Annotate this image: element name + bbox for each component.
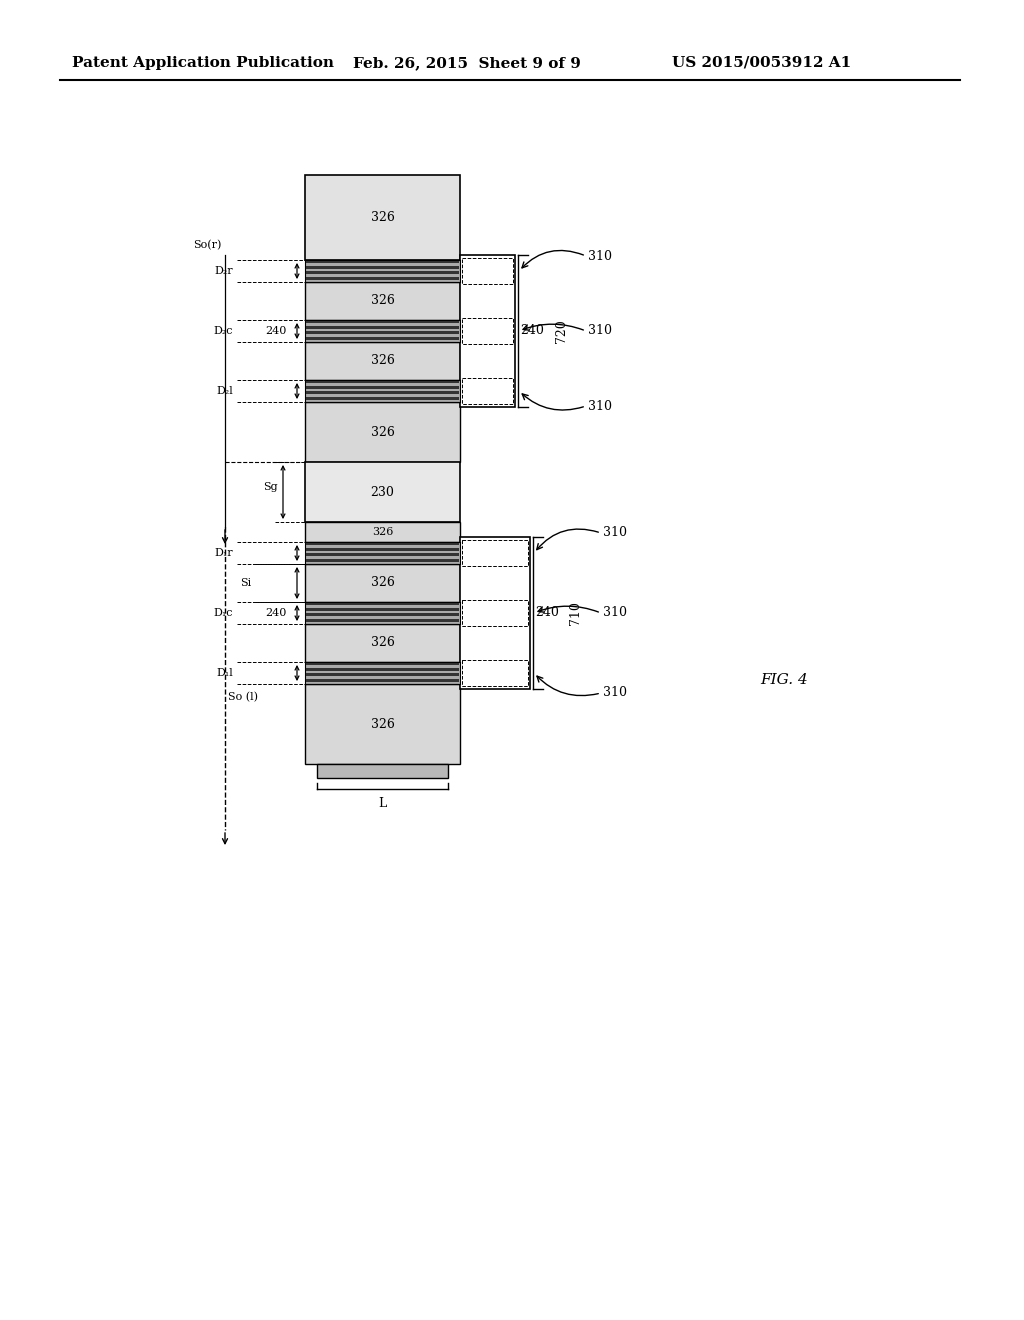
Bar	[306, 548, 459, 550]
Bar	[305, 684, 460, 764]
Text: So(r): So(r)	[194, 240, 222, 251]
Bar	[305, 282, 460, 319]
Bar	[462, 318, 513, 345]
Bar	[460, 537, 530, 689]
Text: D₁c: D₁c	[213, 609, 233, 618]
Text: D₂c: D₂c	[213, 326, 233, 337]
Bar	[305, 342, 460, 380]
Text: 326: 326	[371, 636, 394, 649]
Text: 310: 310	[603, 527, 627, 540]
Bar	[306, 543, 459, 545]
Text: D₁r: D₁r	[214, 548, 233, 558]
Text: D₁l: D₁l	[216, 668, 233, 678]
Text: Feb. 26, 2015  Sheet 9 of 9: Feb. 26, 2015 Sheet 9 of 9	[353, 55, 581, 70]
Bar	[462, 378, 513, 404]
Bar	[306, 619, 459, 622]
Text: 310: 310	[588, 249, 612, 263]
Bar	[306, 391, 459, 395]
Bar	[317, 764, 449, 777]
Bar	[306, 612, 459, 616]
Bar	[306, 396, 459, 400]
Text: 720: 720	[555, 319, 567, 343]
Bar	[306, 319, 459, 323]
Text: 310: 310	[588, 325, 612, 338]
Bar	[462, 601, 528, 626]
Text: 710: 710	[569, 601, 583, 624]
Bar	[462, 540, 528, 566]
Bar	[306, 663, 459, 665]
Bar	[306, 271, 459, 275]
Text: 326: 326	[372, 527, 393, 537]
Text: So (l): So (l)	[228, 693, 258, 702]
Bar	[462, 660, 528, 686]
Text: 230: 230	[371, 486, 394, 499]
Bar	[305, 462, 460, 521]
Bar	[305, 564, 460, 602]
Bar	[306, 380, 459, 383]
Text: D₂l: D₂l	[216, 385, 233, 396]
Bar	[306, 337, 459, 339]
Bar	[306, 331, 459, 334]
Text: 326: 326	[371, 577, 394, 590]
Bar	[305, 602, 460, 624]
Text: 310: 310	[603, 686, 627, 700]
Bar	[306, 602, 459, 605]
Bar	[305, 543, 460, 564]
Text: 240: 240	[520, 325, 544, 338]
Bar	[460, 255, 515, 407]
Bar	[306, 326, 459, 329]
Bar	[305, 380, 460, 403]
Text: 326: 326	[371, 355, 394, 367]
Bar	[306, 673, 459, 676]
Bar	[306, 265, 459, 268]
Bar	[305, 176, 460, 260]
Text: 240: 240	[265, 609, 287, 618]
Text: 326: 326	[371, 425, 394, 438]
Bar	[306, 385, 459, 388]
Bar	[305, 403, 460, 462]
Bar	[462, 257, 513, 284]
Bar	[305, 260, 460, 282]
Text: FIG. 4: FIG. 4	[760, 673, 808, 686]
Text: 326: 326	[371, 211, 394, 224]
Bar	[306, 558, 459, 561]
Text: Sg: Sg	[263, 482, 278, 492]
Text: Si: Si	[240, 578, 251, 587]
Text: 240: 240	[535, 606, 559, 619]
Text: Patent Application Publication: Patent Application Publication	[72, 55, 334, 70]
Text: US 2015/0053912 A1: US 2015/0053912 A1	[672, 55, 851, 70]
Bar	[306, 668, 459, 671]
Text: 310: 310	[603, 606, 627, 619]
Bar	[305, 663, 460, 684]
Bar	[306, 678, 459, 681]
Text: 240: 240	[265, 326, 287, 337]
Bar	[306, 276, 459, 280]
Bar	[306, 607, 459, 611]
Text: 326: 326	[371, 294, 394, 308]
Bar	[305, 624, 460, 663]
Bar	[306, 260, 459, 263]
Bar	[305, 521, 460, 543]
Bar	[305, 319, 460, 342]
Text: D₂r: D₂r	[214, 267, 233, 276]
Text: 310: 310	[588, 400, 612, 412]
Text: 326: 326	[371, 718, 394, 730]
Text: L: L	[379, 797, 387, 810]
Bar	[306, 553, 459, 556]
